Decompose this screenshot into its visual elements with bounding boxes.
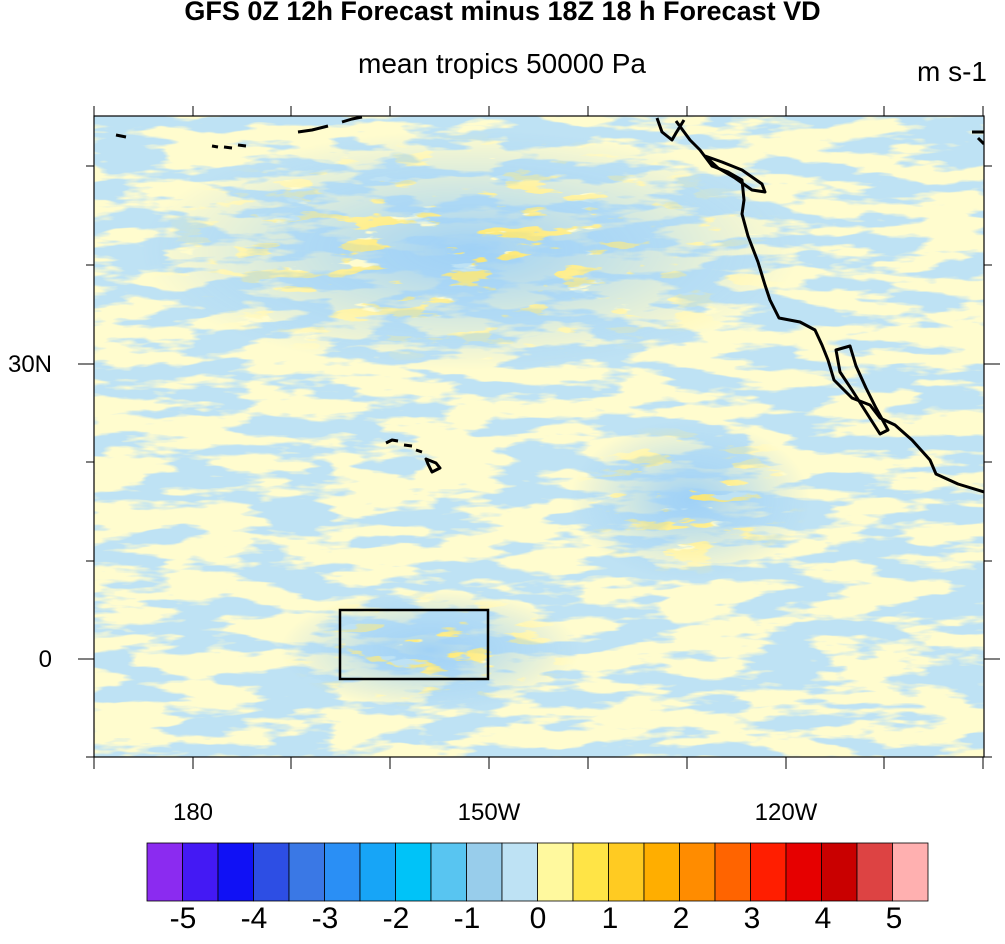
baja-california [834, 344, 890, 436]
colorbar-swatch [892, 842, 929, 902]
colorbar-swatch [537, 842, 574, 902]
hawaiian-islands [385, 438, 442, 474]
aleutian-islands [115, 116, 363, 150]
colorbar-label: -2 [382, 902, 410, 935]
colorbar-swatch [750, 842, 787, 902]
colorbar-swatch [714, 842, 751, 902]
colorbar-swatch [466, 842, 503, 902]
colorbar-label: 2 [672, 902, 690, 935]
lon-label-180: 180 [172, 799, 214, 826]
colorbar-label: 5 [885, 902, 903, 935]
colorbar-label: 3 [743, 902, 761, 935]
colorbar-label: 4 [814, 902, 832, 935]
colorbar-label: -3 [311, 902, 339, 935]
colorbar-label: -4 [240, 902, 268, 935]
colorbar-swatch [643, 842, 680, 902]
units-label: m s-1 [917, 56, 987, 87]
lon-label-120w: 120W [754, 799, 818, 826]
coastlines [115, 116, 984, 494]
colorbar-swatch [679, 842, 716, 902]
contour-field [94, 116, 984, 757]
colorbar-label: 1 [601, 902, 619, 935]
colorbar-swatch [785, 842, 822, 902]
lat-label-30n: 30N [7, 351, 52, 378]
colorbar-swatch [821, 842, 858, 902]
colorbar-swatch [430, 842, 467, 902]
colorbar-label: -1 [453, 902, 481, 935]
alaska-corner [972, 130, 984, 146]
colorbar-swatch [359, 842, 396, 902]
colorbar-label: -5 [169, 902, 197, 935]
colorbar-label: 0 [529, 902, 547, 935]
colorbar-swatch [253, 842, 290, 902]
equatorial-box [338, 608, 490, 681]
colorbar-swatch [395, 842, 432, 902]
colorbar-swatch [608, 842, 645, 902]
lat-label-0: 0 [38, 646, 52, 673]
vancouver-island [703, 154, 767, 194]
colorbar-swatch [217, 842, 254, 902]
colorbar-swatch [856, 842, 893, 902]
colorbar-swatch [572, 842, 609, 902]
colorbar [146, 842, 929, 902]
colorbar-swatch [501, 842, 538, 902]
map-frame [78, 106, 1000, 769]
lon-label-150w: 150W [457, 799, 521, 826]
colorbar-swatch [288, 842, 325, 902]
colorbar-swatch [146, 842, 183, 902]
chart-subtitle: mean tropics 50000 Pa [358, 48, 646, 79]
colorbar-swatch [182, 842, 219, 902]
colorbar-swatch [324, 842, 361, 902]
chart-title: GFS 0Z 12h Forecast minus 18Z 18 h Forec… [184, 0, 821, 26]
